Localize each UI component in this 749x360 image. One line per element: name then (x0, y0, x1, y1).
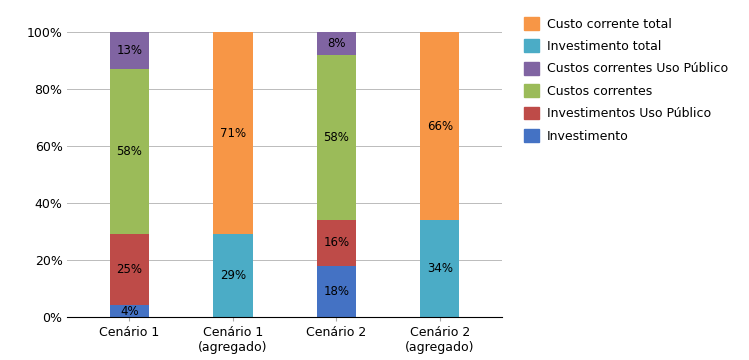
Bar (317, 32, 356, 55)
Legend: Custo corrente total, Investimento total, Custos correntes Uso Público, Custos c: Custo corrente total, Investimento total… (519, 12, 733, 148)
Text: 66%: 66% (427, 120, 453, 132)
Bar (110, 305, 149, 317)
Bar (213, 234, 252, 317)
Text: 18%: 18% (324, 285, 349, 298)
Bar (110, 32, 149, 69)
Text: 71%: 71% (220, 127, 246, 140)
Text: 4%: 4% (120, 305, 139, 318)
Bar (317, 55, 356, 220)
Text: 13%: 13% (117, 44, 142, 57)
Text: 58%: 58% (117, 145, 142, 158)
Bar (420, 32, 459, 220)
Text: 16%: 16% (324, 236, 349, 249)
Text: 29%: 29% (220, 269, 246, 282)
Text: 58%: 58% (324, 131, 349, 144)
Bar (317, 266, 356, 317)
Bar (317, 220, 356, 266)
Bar (110, 69, 149, 234)
Bar (213, 32, 252, 234)
Bar (420, 220, 459, 317)
Text: 8%: 8% (327, 37, 345, 50)
Text: 25%: 25% (117, 264, 142, 276)
Text: 34%: 34% (427, 262, 452, 275)
Bar (110, 234, 149, 305)
